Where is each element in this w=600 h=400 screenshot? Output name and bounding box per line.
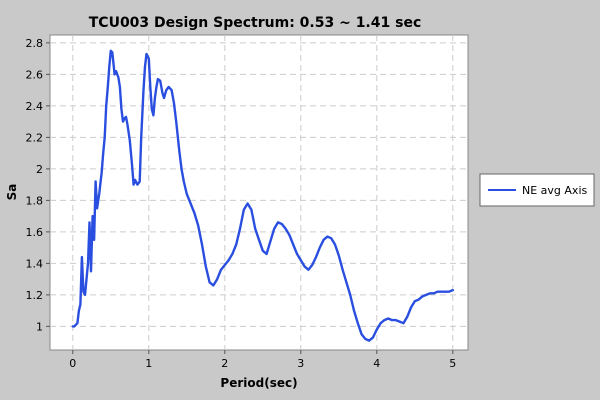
- y-tick-label: 2.8: [26, 37, 44, 50]
- plot-area: [49, 34, 469, 351]
- y-tick-label: 2.6: [26, 68, 44, 81]
- chart-title: TCU003 Design Spectrum: 0.53 ~ 1.41 sec: [89, 15, 422, 31]
- y-tick-label: 1.8: [26, 194, 44, 207]
- legend-label: NE avg Axis: [522, 184, 587, 197]
- y-tick-label: 1.2: [26, 289, 44, 302]
- grid: [50, 35, 468, 350]
- x-tick-label: 5: [449, 357, 456, 370]
- y-tick-label: 1: [36, 320, 43, 333]
- x-tick-label: 1: [145, 357, 152, 370]
- series-layer: [71, 49, 454, 342]
- y-axis-label: Sa: [5, 184, 19, 201]
- x-tick-label: 4: [373, 357, 380, 370]
- x-tick-label: 3: [297, 357, 304, 370]
- y-tick-label: 2.4: [26, 100, 44, 113]
- legend: NE avg Axis: [479, 173, 595, 207]
- x-tick-label: 0: [69, 357, 76, 370]
- series-line: [71, 49, 454, 342]
- y-tick-label: 1.6: [26, 226, 44, 239]
- y-tick-label: 2: [36, 163, 43, 176]
- x-tick-label: 2: [221, 357, 228, 370]
- y-tick-label: 2.2: [26, 131, 44, 144]
- y-tick-label: 1.4: [26, 257, 44, 270]
- axes: 1 1.2 1.4 1.6 1.8 2 2.2 2.4 2.6 2.8 0 1 2 3 4 5: [26, 37, 457, 370]
- x-axis-label: Period(sec): [220, 376, 297, 390]
